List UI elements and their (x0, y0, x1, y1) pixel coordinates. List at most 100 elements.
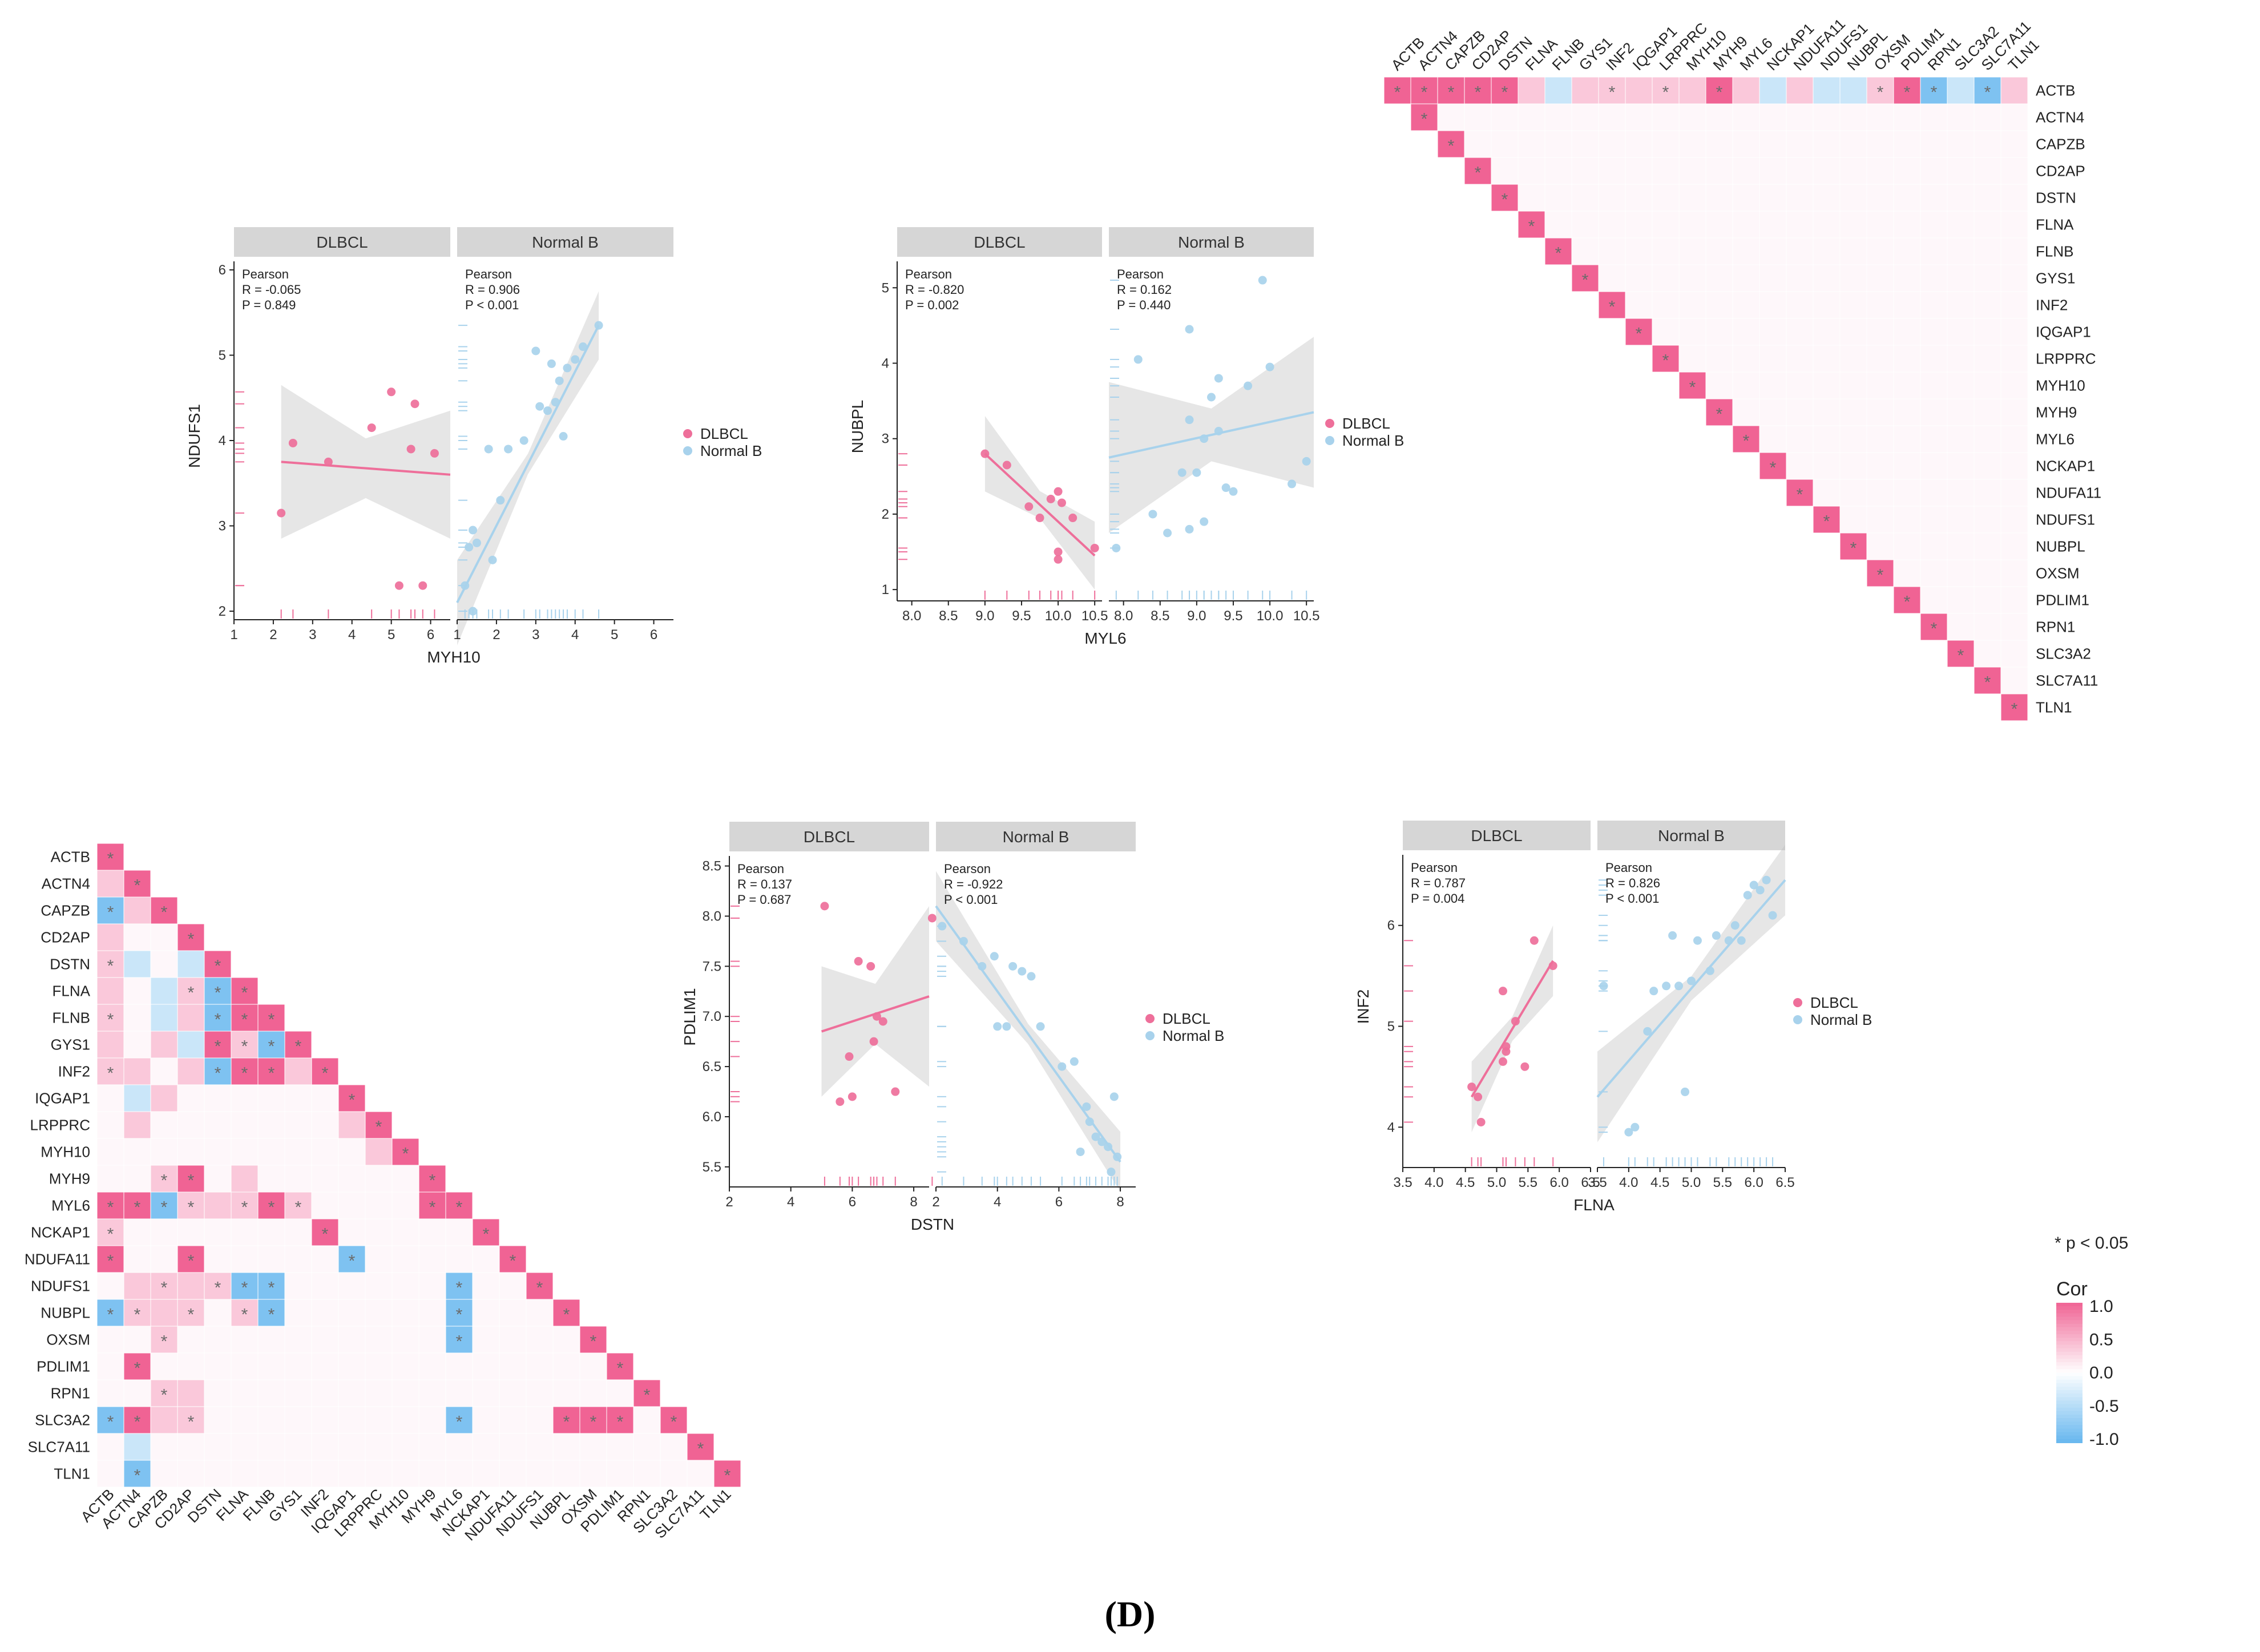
stat-p: P = 0.687 (737, 892, 791, 907)
heatmap-cell-oxsm-myh10 (392, 1326, 419, 1354)
heatmap-cell-myl6-actb (1732, 76, 1760, 104)
data-point (504, 445, 513, 454)
facet-strip (936, 822, 1136, 851)
significance-star: * (188, 930, 195, 949)
data-point (1200, 517, 1209, 526)
heatmap-cell-tln1-tln1 (713, 1460, 741, 1488)
significance-star: * (456, 1413, 463, 1432)
heatmap-cell-tln1-gys1 (2000, 264, 2028, 292)
heatmap-cell-myh9-inf2 (1705, 291, 1733, 319)
regression-line (1108, 411, 1314, 459)
significance-star: * (161, 903, 168, 922)
colorbar-segment (2056, 1320, 2083, 1324)
stat-r: R = 0.826 (1605, 876, 1660, 890)
significance-star: * (1770, 459, 1777, 478)
x-tick-label: 4.0 (1619, 1175, 1638, 1190)
x-tick-label: 4.5 (1650, 1175, 1669, 1190)
significance-note: * p < 0.05 (2055, 1234, 2128, 1253)
significance-star: * (1877, 83, 1884, 102)
colorbar-segment (2056, 1390, 2083, 1395)
heatmap-cell-nubpl-myl6 (1839, 425, 1867, 453)
heatmap-cell-slc7a11-slc3a2 (660, 1433, 688, 1461)
heatmap-cell-inf2-capzb (150, 1057, 178, 1085)
heatmap-cell-myl6-cd2ap (177, 1191, 205, 1219)
heatmap-cell-ndufs1-ndufs1 (526, 1272, 554, 1300)
significance-star: * (617, 1359, 624, 1378)
significance-star: * (563, 1413, 570, 1432)
data-point (563, 363, 572, 373)
data-point (1755, 886, 1765, 895)
heatmap-cell-slc7a11-cd2ap (177, 1433, 205, 1461)
heatmap-cell-pdlim1-gys1 (1893, 264, 1921, 292)
heatmap-cell-pdlim1-flna (1893, 211, 1921, 239)
colorbar-tick-label: 0.5 (2089, 1330, 2113, 1349)
legend-label: Normal B (1342, 432, 1404, 449)
legend-label: DLBCL (700, 425, 748, 442)
heatmap-cell-slc7a11-rpn1 (1974, 613, 2001, 641)
heatmap-cell-rpn1-myh10 (392, 1379, 419, 1407)
data-point (1185, 415, 1194, 425)
heatmap-cell-pdlim1-myh9 (1893, 398, 1921, 426)
significance-star: * (1850, 539, 1857, 558)
significance-star: * (295, 1198, 302, 1217)
facet-strip (729, 822, 929, 851)
heatmap-cell-slc7a11-capzb (1974, 130, 2001, 158)
heatmap-cell-gys1-flnb (257, 1031, 285, 1059)
heatmap-cell-nckap1-cd2ap (1759, 157, 1787, 185)
heatmap-cell-myh9-myh9 (418, 1165, 446, 1193)
heatmap-cell-lrpprc-actn4 (123, 1111, 151, 1139)
heatmap-cell-ndufa11-lrpprc (365, 1245, 393, 1273)
heatmap-cell-slc3a2-cd2ap (177, 1406, 205, 1434)
stat-r: R = 0.787 (1411, 876, 1466, 890)
data-point (1737, 936, 1746, 945)
confidence-band (1597, 845, 1785, 1142)
heatmap-cell-ndufa11-myh9 (1786, 398, 1814, 426)
significance-star: * (1716, 405, 1723, 424)
heatmap-cell-oxsm-ndufa11 (1866, 479, 1894, 507)
colorbar-segment (2056, 1351, 2083, 1356)
data-point (1520, 1062, 1529, 1071)
row-label-actn4: ACTN4 (42, 875, 90, 892)
heatmap-cell-ndufa11-inf2 (311, 1245, 339, 1273)
heatmap-cell-myh10-actb (96, 1138, 124, 1166)
heatmap-cell-myl6-iqgap1 (338, 1191, 366, 1219)
data-point (1730, 921, 1740, 930)
row-label-inf2: INF2 (58, 1063, 90, 1080)
colorbar-segment (2056, 1379, 2083, 1384)
significance-star: * (1662, 83, 1669, 102)
significance-star: * (483, 1225, 490, 1244)
facet-strip-label: DLBCL (804, 828, 855, 846)
data-point (496, 496, 505, 505)
row-label-lrpprc: LRPPRC (30, 1117, 90, 1134)
heatmap-cell-nubpl-capzb (1839, 130, 1867, 158)
heatmap-cell-nckap1-lrpprc (365, 1218, 393, 1246)
row-label-slc3a2: SLC3A2 (2036, 645, 2091, 663)
significance-star: * (241, 984, 248, 1003)
heatmap-cell-slc7a11-dstn (1974, 184, 2001, 212)
heatmap-cell-lrpprc-inf2 (1652, 291, 1680, 319)
heatmap-cell-ndufs1-myh9 (1813, 398, 1841, 426)
data-point (418, 581, 427, 590)
regression-line (456, 325, 600, 604)
heatmap-cell-ndufa11-lrpprc (1786, 345, 1814, 373)
y-tick-label: 6.0 (703, 1109, 721, 1125)
row-label-cd2ap: CD2AP (2036, 163, 2085, 180)
data-point (1091, 1132, 1100, 1141)
data-point (1511, 1017, 1520, 1026)
heatmap-cell-pdlim1-flnb (1893, 237, 1921, 265)
x-tick-label: 6 (849, 1194, 856, 1210)
x-tick-label: 5.5 (1519, 1175, 1537, 1190)
heatmap-cell-slc3a2-capzb (1947, 130, 1975, 158)
x-tick-label: 4 (348, 627, 356, 643)
heatmap-cell-slc7a11-inf2 (1974, 291, 2001, 319)
heatmap-cell-tln1-pdlim1 (606, 1460, 634, 1488)
heatmap-cell-slc3a2-flna (1947, 211, 1975, 239)
heatmap-cell-myh9-actb (96, 1165, 124, 1193)
significance-star: * (644, 1386, 651, 1405)
heatmap-cell-myh10-lrpprc (1678, 345, 1706, 373)
heatmap-cell-myh10-gys1 (284, 1138, 312, 1166)
significance-star: * (107, 850, 114, 869)
stat-r: R = -0.820 (905, 282, 964, 297)
heatmap-cell-nckap1-myh9 (1759, 398, 1787, 426)
significance-star: * (1448, 83, 1455, 102)
